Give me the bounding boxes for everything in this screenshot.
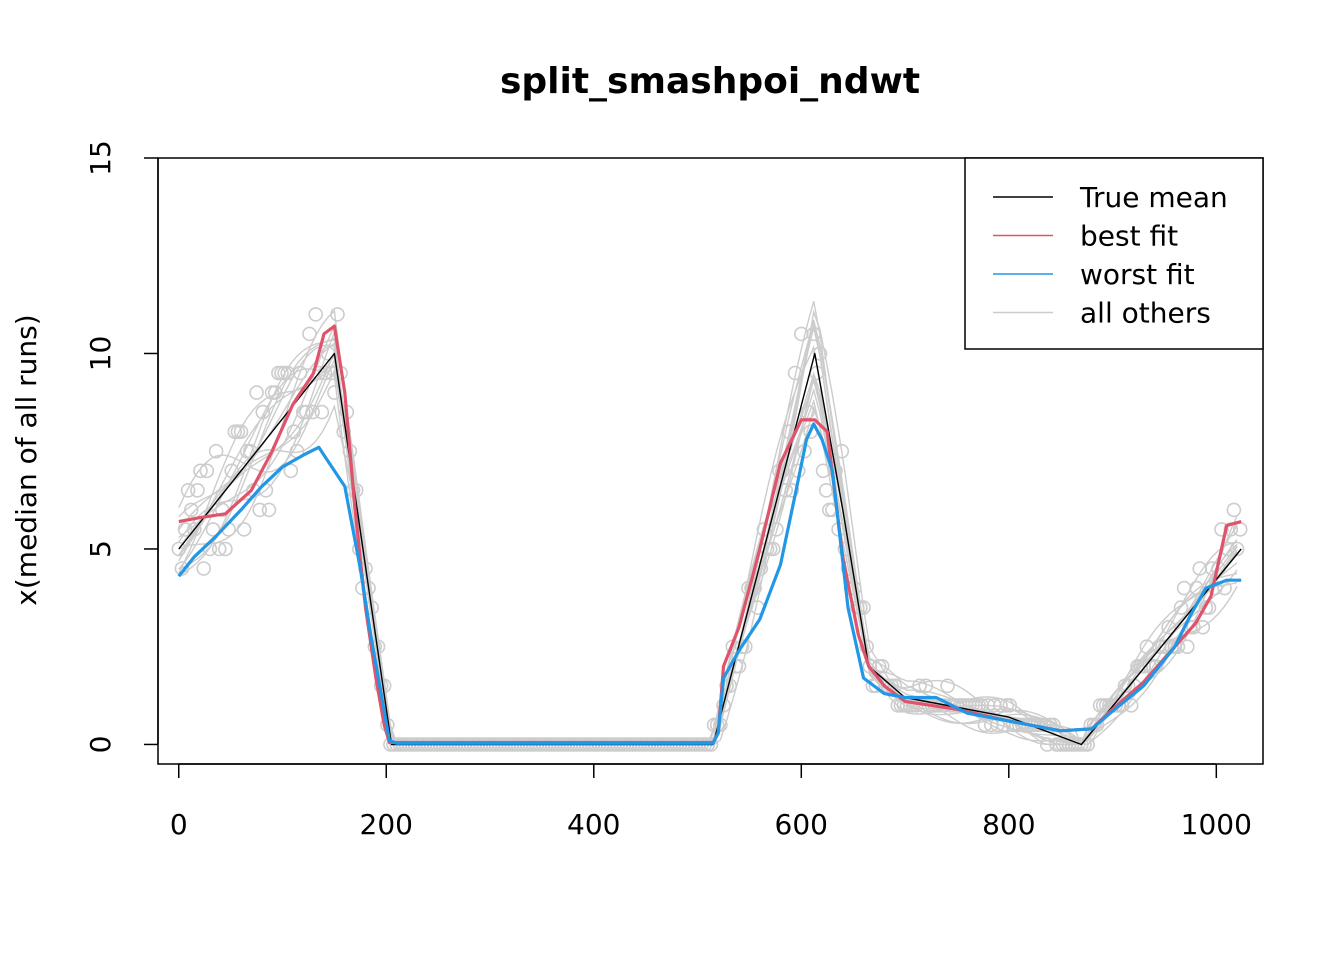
data-point	[236, 522, 252, 537]
x-tick-label: 200	[360, 808, 413, 841]
other-fit-line	[178, 368, 1238, 746]
data-point	[193, 463, 208, 479]
data-point	[308, 307, 324, 322]
x-tick-label: 800	[982, 808, 1035, 841]
data-point	[940, 678, 955, 694]
data-point	[174, 561, 190, 576]
data-point	[1232, 522, 1248, 537]
data-point	[283, 463, 299, 479]
axes: 0 200 400 600 800 1000 0 5 10 15	[84, 140, 1252, 841]
x-tick-label: 400	[567, 808, 620, 841]
data-point	[1123, 698, 1139, 713]
data-point	[1002, 698, 1018, 713]
data-point	[233, 424, 249, 440]
y-tick-label: 10	[84, 336, 117, 372]
other-fit-lines	[178, 301, 1238, 746]
data-point	[208, 443, 224, 459]
data-point	[874, 658, 890, 674]
data-point	[255, 404, 271, 420]
data-point	[314, 404, 330, 420]
x-tick-label: 0	[170, 808, 188, 841]
data-point	[1195, 619, 1211, 635]
y-axis-label: x(median of all runs)	[10, 314, 43, 605]
data-point	[180, 482, 196, 498]
data-point	[252, 502, 268, 518]
data-point	[1173, 600, 1189, 615]
legend-label: worst fit	[1080, 258, 1195, 291]
data-point	[286, 424, 302, 440]
data-point	[249, 385, 264, 400]
data-point	[821, 502, 837, 518]
worst-fit-line	[177, 422, 1242, 745]
legend-label: True mean	[1079, 181, 1228, 214]
data-point	[330, 307, 345, 322]
legend-label: all others	[1080, 297, 1211, 330]
data-point	[199, 463, 215, 479]
y-tick-label: 0	[84, 736, 117, 754]
data-point	[1186, 619, 1201, 635]
data-point	[190, 482, 205, 498]
data-point	[218, 541, 233, 557]
data-point	[1226, 502, 1242, 518]
legend-label: best fit	[1080, 220, 1178, 253]
x-tick-label: 1000	[1181, 808, 1252, 841]
data-point	[1161, 619, 1176, 635]
x-tick-label: 600	[775, 808, 828, 841]
data-point	[183, 502, 199, 518]
data-point	[1214, 522, 1229, 537]
other-fit-line	[178, 352, 1238, 745]
chart-title: split_smashpoi_ndwt	[500, 61, 920, 102]
series-lines	[177, 324, 1242, 746]
legend-box	[964, 157, 1264, 350]
true-mean-line	[178, 352, 1242, 746]
data-point	[261, 502, 277, 518]
data-point	[230, 424, 246, 440]
y-tick-label: 5	[84, 540, 117, 558]
legend: True mean best fit worst fit all others	[964, 157, 1264, 350]
data-point	[834, 443, 850, 459]
data-point	[196, 561, 211, 576]
y-tick-label: 15	[84, 140, 117, 176]
data-point	[818, 482, 834, 498]
